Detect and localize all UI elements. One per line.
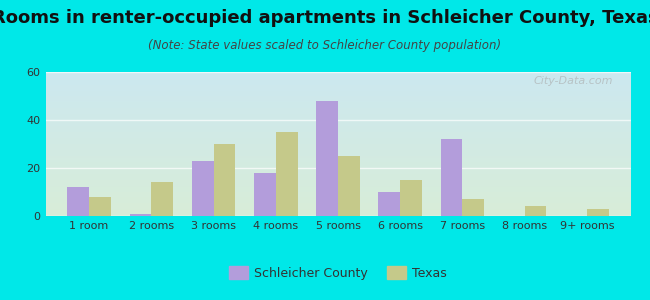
Bar [462, 199, 484, 216]
Bar [276, 132, 298, 216]
Bar [316, 101, 338, 216]
Bar [129, 214, 151, 216]
Text: City-Data.com: City-Data.com [534, 76, 613, 86]
Bar [441, 139, 462, 216]
Bar [525, 206, 547, 216]
Bar [68, 187, 89, 216]
Text: Rooms in renter-occupied apartments in Schleicher County, Texas: Rooms in renter-occupied apartments in S… [0, 9, 650, 27]
Bar [587, 209, 608, 216]
Bar [192, 161, 214, 216]
Bar [214, 144, 235, 216]
Text: (Note: State values scaled to Schleicher County population): (Note: State values scaled to Schleicher… [148, 39, 502, 52]
Legend: Schleicher County, Texas: Schleicher County, Texas [224, 261, 452, 285]
Bar [378, 192, 400, 216]
Bar [151, 182, 173, 216]
Bar [254, 173, 276, 216]
Bar [89, 197, 111, 216]
Bar [338, 156, 360, 216]
Bar [400, 180, 422, 216]
